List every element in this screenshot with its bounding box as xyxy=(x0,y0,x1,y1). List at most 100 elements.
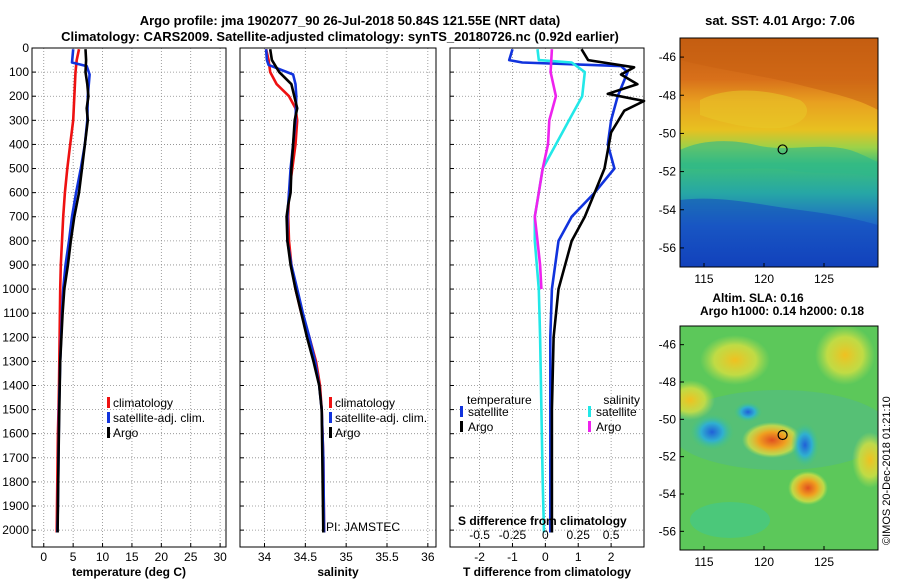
map-x-tick-label: 115 xyxy=(694,272,713,286)
map-y-tick-label: -50 xyxy=(659,412,677,426)
legend-swatch-argo_s xyxy=(588,421,591,432)
sla-low-eddy-2 xyxy=(734,402,762,422)
series-line-satellite_t xyxy=(507,48,629,533)
sla-low-eddy-3 xyxy=(791,423,819,467)
sst-argo-marker xyxy=(777,144,788,155)
map-y-tick-label: -46 xyxy=(659,338,677,352)
x-tick-label: 15 xyxy=(125,550,139,564)
sst-map-frame xyxy=(679,37,879,268)
x-tick-label: 35.5 xyxy=(375,550,399,564)
sst-yellow-patch xyxy=(700,90,808,129)
y-tick-label: 300 xyxy=(9,113,29,127)
sst-map: sat. SST: 4.01 Argo: 7.06 -46 -48 -50 -52 -5… xyxy=(659,13,879,286)
x-tick-label: 5 xyxy=(70,550,77,564)
series-line-argo_t xyxy=(550,48,646,533)
x-tick-label: 25 xyxy=(184,550,198,564)
y-tick-label: 1700 xyxy=(2,451,29,465)
imos-credit: ©IMOS 20-Dec-2018 01:21:10 xyxy=(881,396,893,545)
map-y-tick-label: -54 xyxy=(659,203,677,217)
x-tick-label: 30 xyxy=(213,550,227,564)
y-tick-label: 1800 xyxy=(2,475,29,489)
map-x-tick-label: 115 xyxy=(694,555,713,569)
map-y-tick-label: -52 xyxy=(659,450,677,464)
sla-argo-marker xyxy=(777,429,788,441)
y-tick-label: 1600 xyxy=(2,427,29,441)
y-tick-label: 400 xyxy=(9,137,29,151)
sla-map-title-1: Altim. SLA: 0.16 xyxy=(712,291,804,305)
series-line-Argo xyxy=(268,48,325,533)
plot-frame xyxy=(239,47,437,548)
temperature-panel: 0100200300400500600700800900100011001200… xyxy=(2,41,227,579)
map-x-tick-label: 120 xyxy=(754,272,774,286)
y-tick-label: 1500 xyxy=(2,403,29,417)
y-tick-label: 2000 xyxy=(2,523,29,537)
map-y-tick-label: -46 xyxy=(659,50,677,64)
x-tick-label-s: 0 xyxy=(542,528,549,542)
sla-yellow-eddy-3 xyxy=(680,380,715,420)
legend-label-argo_s: Argo xyxy=(596,420,622,434)
sst-map-title: sat. SST: 4.01 Argo: 7.06 xyxy=(705,13,855,28)
x-tick-label: 35 xyxy=(339,550,353,564)
sla-warm-eddy-5 xyxy=(788,471,828,505)
legend-swatch-argo xyxy=(329,427,332,438)
x-tick-label: -2 xyxy=(474,550,485,564)
sla-warm-eddy-4 xyxy=(742,422,802,458)
series-line-argo_s xyxy=(533,49,558,290)
series-line-Argo xyxy=(56,49,90,533)
x-tick-label: 36 xyxy=(421,550,435,564)
x-tick-label: 2 xyxy=(608,550,615,564)
x-tick-label: 1 xyxy=(575,550,582,564)
y-tick-label: 1300 xyxy=(2,354,29,368)
x-tick-label: 34 xyxy=(258,550,272,564)
map-y-tick-label: -48 xyxy=(659,375,677,389)
y-tick-label: 800 xyxy=(9,234,29,248)
legend-title-salinity: salinity xyxy=(603,393,640,407)
sst-warm-band xyxy=(680,38,878,110)
legend-label-satellite: satellite-adj. clim. xyxy=(113,411,205,425)
legend-title-temperature: temperature xyxy=(467,393,532,407)
legend-swatch-satellite_s xyxy=(588,406,591,417)
legend-label-argo: Argo xyxy=(113,426,139,440)
legend-label-satellite_s: satellite xyxy=(596,405,637,419)
legend-label-climatology: climatology xyxy=(335,396,395,410)
sla-map-title-2: Argo h1000: 0.14 h2000: 0.18 xyxy=(700,304,864,318)
legend-swatch-climatology xyxy=(329,397,332,408)
legend-label-argo_t: Argo xyxy=(468,420,494,434)
x-axis-label: temperature (deg C) xyxy=(72,565,186,579)
y-tick-label: 0 xyxy=(22,41,29,55)
y-tick-label: 1900 xyxy=(2,499,29,513)
y-tick-label: 500 xyxy=(9,162,29,176)
title-line-2: Climatology: CARS2009. Satellite-adjuste… xyxy=(61,29,619,44)
sla-map: Altim. SLA: 0.16 Argo h1000: 0.14 h2000:… xyxy=(659,291,879,569)
y-tick-label: 1000 xyxy=(2,282,29,296)
map-y-tick-label: -50 xyxy=(659,126,677,140)
pi-annotation: PI: JAMSTEC xyxy=(326,520,400,534)
series-line-climatology xyxy=(55,48,81,533)
legend-swatch-climatology xyxy=(107,397,110,408)
x-tick-label: 10 xyxy=(96,550,110,564)
x-tick-label: 0 xyxy=(40,550,47,564)
map-x-tick-label: 125 xyxy=(814,555,834,569)
y-tick-label: 1400 xyxy=(2,378,29,392)
sla-low-eddy-4 xyxy=(690,502,770,538)
y-tick-label: 700 xyxy=(9,210,29,224)
x-tick-label-s: 0.25 xyxy=(567,528,591,542)
map-y-tick-label: -52 xyxy=(659,165,677,179)
legend-label-satellite: satellite-adj. clim. xyxy=(335,411,427,425)
x-tick-label: 20 xyxy=(155,550,169,564)
sla-low-eddy-1 xyxy=(690,414,734,450)
plot-frame xyxy=(449,47,645,548)
sla-yellow-eddy-1 xyxy=(700,335,770,385)
legend-swatch-satellite_t xyxy=(460,406,463,417)
sst-cold-tongue xyxy=(680,198,878,267)
map-x-tick-label: 125 xyxy=(814,272,834,286)
x-axis-label: salinity xyxy=(317,565,359,579)
salinity-panel: 34 34.5 35 35.5 36 salinity climatologysatelli… xyxy=(239,47,437,579)
x-tick-label-s: -0.25 xyxy=(499,528,527,542)
legend-swatch-satellite xyxy=(107,412,110,423)
x-tick-label: 34.5 xyxy=(294,550,318,564)
sst-front xyxy=(680,141,878,178)
y-tick-label: 1200 xyxy=(2,330,29,344)
plot-frame xyxy=(31,47,227,548)
